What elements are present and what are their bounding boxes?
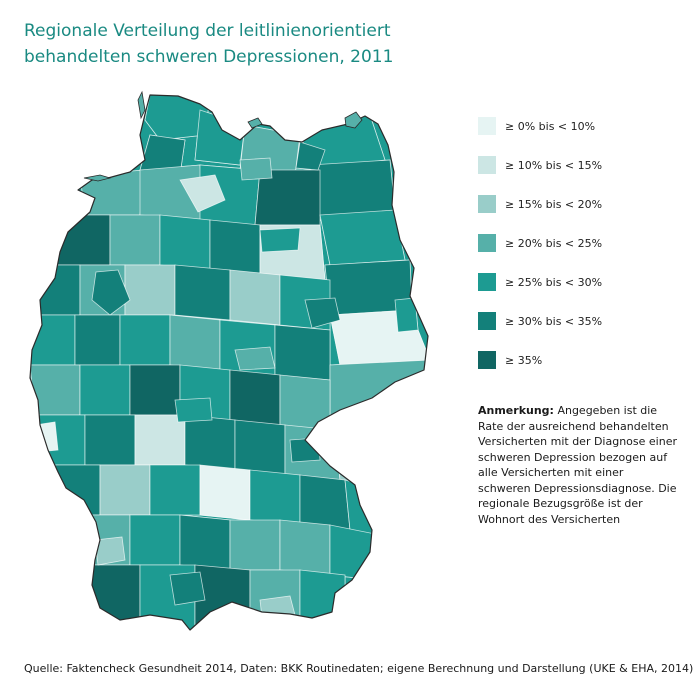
district-region — [79, 364, 131, 416]
district-region — [249, 569, 301, 626]
district-region — [329, 524, 381, 581]
district-region — [174, 264, 231, 321]
source-citation: Quelle: Faktencheck Gesundheit 2014, Dat… — [24, 662, 694, 675]
legend-label: ≥ 25% bis < 30% — [505, 275, 603, 289]
legend-label: ≥ 15% bis < 20% — [505, 197, 603, 211]
district-region — [119, 314, 171, 366]
annotation-heading: Anmerkung: — [478, 404, 554, 417]
legend-swatch — [478, 312, 496, 330]
legend-item: ≥ 15% bis < 20% — [478, 195, 602, 213]
district-region — [54, 214, 111, 266]
district-region — [295, 141, 326, 171]
district-region — [229, 369, 281, 426]
island-east-frisian — [83, 174, 112, 182]
legend-swatch — [478, 195, 496, 213]
legend-swatch — [478, 234, 496, 252]
district-region — [174, 397, 213, 423]
district-region — [129, 364, 181, 416]
legend-item: ≥ 35% — [478, 351, 542, 369]
annotation-note: Anmerkung: Angegeben ist die Rate der au… — [478, 403, 678, 527]
district-region — [30, 314, 76, 366]
district-region — [144, 95, 211, 141]
legend-label: ≥ 10% bis < 15% — [505, 158, 603, 172]
island-fehmarn — [247, 117, 263, 129]
district-region — [279, 519, 331, 576]
legend-item: ≥ 0% bis < 10% — [478, 117, 595, 135]
annotation-text: Angegeben ist die Rate der ausreichend b… — [478, 404, 677, 526]
district-region — [259, 595, 296, 619]
district-region — [234, 419, 286, 476]
district-region — [229, 519, 281, 571]
district-region — [109, 214, 161, 266]
legend-swatch — [478, 117, 496, 135]
district-region — [84, 414, 136, 466]
district-region — [91, 269, 131, 316]
district-region — [239, 157, 273, 181]
district-region — [279, 374, 331, 431]
chart-title: Regionale Verteilung der leitlinienorien… — [24, 18, 393, 70]
chart-title-line-2: behandelten schweren Depressionen, 2011 — [24, 47, 394, 67]
district-region — [299, 474, 351, 531]
district-region — [30, 414, 86, 466]
district-region — [194, 109, 246, 166]
district-region — [329, 359, 428, 416]
district-region — [94, 536, 126, 566]
district-region — [74, 314, 121, 366]
district-region — [124, 264, 176, 316]
legend-label: ≥ 20% bis < 25% — [505, 236, 603, 250]
district-region — [319, 209, 406, 266]
district-region — [149, 464, 201, 516]
district-region — [199, 464, 251, 521]
district-region — [289, 437, 321, 463]
district-region — [274, 324, 331, 381]
district-fill-layer — [30, 95, 428, 630]
district-region — [209, 219, 261, 276]
district-region — [184, 414, 236, 471]
district-region — [34, 421, 59, 453]
district-region — [234, 346, 276, 371]
legend-label: ≥ 30% bis < 35% — [505, 314, 603, 328]
district-region — [159, 214, 211, 271]
district-region — [394, 297, 419, 333]
legend-item: ≥ 25% bis < 30% — [478, 273, 602, 291]
district-region — [99, 464, 151, 516]
island-ruegen — [344, 111, 363, 129]
legend-swatch — [478, 156, 496, 174]
district-region — [129, 514, 181, 566]
legend-swatch — [478, 351, 496, 369]
legend-label: ≥ 35% — [505, 353, 543, 367]
island-sylt — [137, 90, 146, 120]
district-region — [304, 297, 341, 329]
legend-item: ≥ 10% bis < 15% — [478, 156, 602, 174]
district-region — [179, 514, 231, 571]
legend-label: ≥ 0% bis < 10% — [505, 119, 596, 133]
district-region — [30, 364, 81, 416]
legend-item: ≥ 30% bis < 35% — [478, 312, 602, 330]
chart-title-line-1: Regionale Verteilung der leitlinienorien… — [24, 21, 391, 41]
district-region — [259, 227, 301, 253]
islands — [83, 90, 363, 182]
germany-outline — [29, 94, 429, 631]
legend-item: ≥ 20% bis < 25% — [478, 234, 602, 252]
district-region — [169, 571, 206, 606]
district-region — [30, 264, 81, 316]
district-region — [229, 269, 281, 326]
district-region — [179, 174, 226, 213]
district-region — [169, 314, 221, 371]
legend-swatch — [478, 273, 496, 291]
district-region — [49, 464, 101, 516]
district-region — [249, 469, 301, 526]
district-region — [134, 414, 186, 466]
